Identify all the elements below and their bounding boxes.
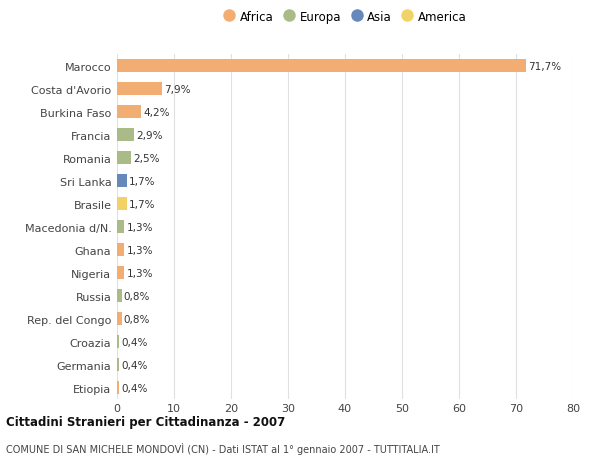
Bar xyxy=(117,381,119,394)
Text: 1,7%: 1,7% xyxy=(129,176,155,186)
Bar xyxy=(117,358,119,371)
Bar xyxy=(117,106,141,119)
Bar xyxy=(117,198,127,211)
Bar xyxy=(117,152,131,165)
Bar xyxy=(117,267,124,280)
Text: 2,9%: 2,9% xyxy=(136,130,163,140)
Text: 0,8%: 0,8% xyxy=(124,291,150,301)
Text: 2,5%: 2,5% xyxy=(134,153,160,163)
Text: 1,3%: 1,3% xyxy=(127,245,153,255)
Bar xyxy=(117,244,124,257)
Bar xyxy=(117,221,124,234)
Bar xyxy=(117,313,122,325)
Text: 0,4%: 0,4% xyxy=(122,360,148,370)
Bar xyxy=(117,129,134,142)
Bar xyxy=(117,175,127,188)
Bar xyxy=(117,83,162,96)
Bar xyxy=(117,60,526,73)
Text: 0,8%: 0,8% xyxy=(124,314,150,324)
Bar xyxy=(117,290,122,302)
Text: COMUNE DI SAN MICHELE MONDOVÌ (CN) - Dati ISTAT al 1° gennaio 2007 - TUTTITALIA.: COMUNE DI SAN MICHELE MONDOVÌ (CN) - Dat… xyxy=(6,442,440,453)
Text: 4,2%: 4,2% xyxy=(143,107,170,118)
Text: 1,7%: 1,7% xyxy=(129,199,155,209)
Bar xyxy=(117,336,119,348)
Text: 0,4%: 0,4% xyxy=(122,337,148,347)
Text: 7,9%: 7,9% xyxy=(164,84,191,95)
Text: Cittadini Stranieri per Cittadinanza - 2007: Cittadini Stranieri per Cittadinanza - 2… xyxy=(6,415,285,428)
Text: 1,3%: 1,3% xyxy=(127,222,153,232)
Legend: Africa, Europa, Asia, America: Africa, Europa, Asia, America xyxy=(218,6,472,28)
Text: 71,7%: 71,7% xyxy=(528,62,561,72)
Text: 0,4%: 0,4% xyxy=(122,383,148,393)
Text: 1,3%: 1,3% xyxy=(127,268,153,278)
